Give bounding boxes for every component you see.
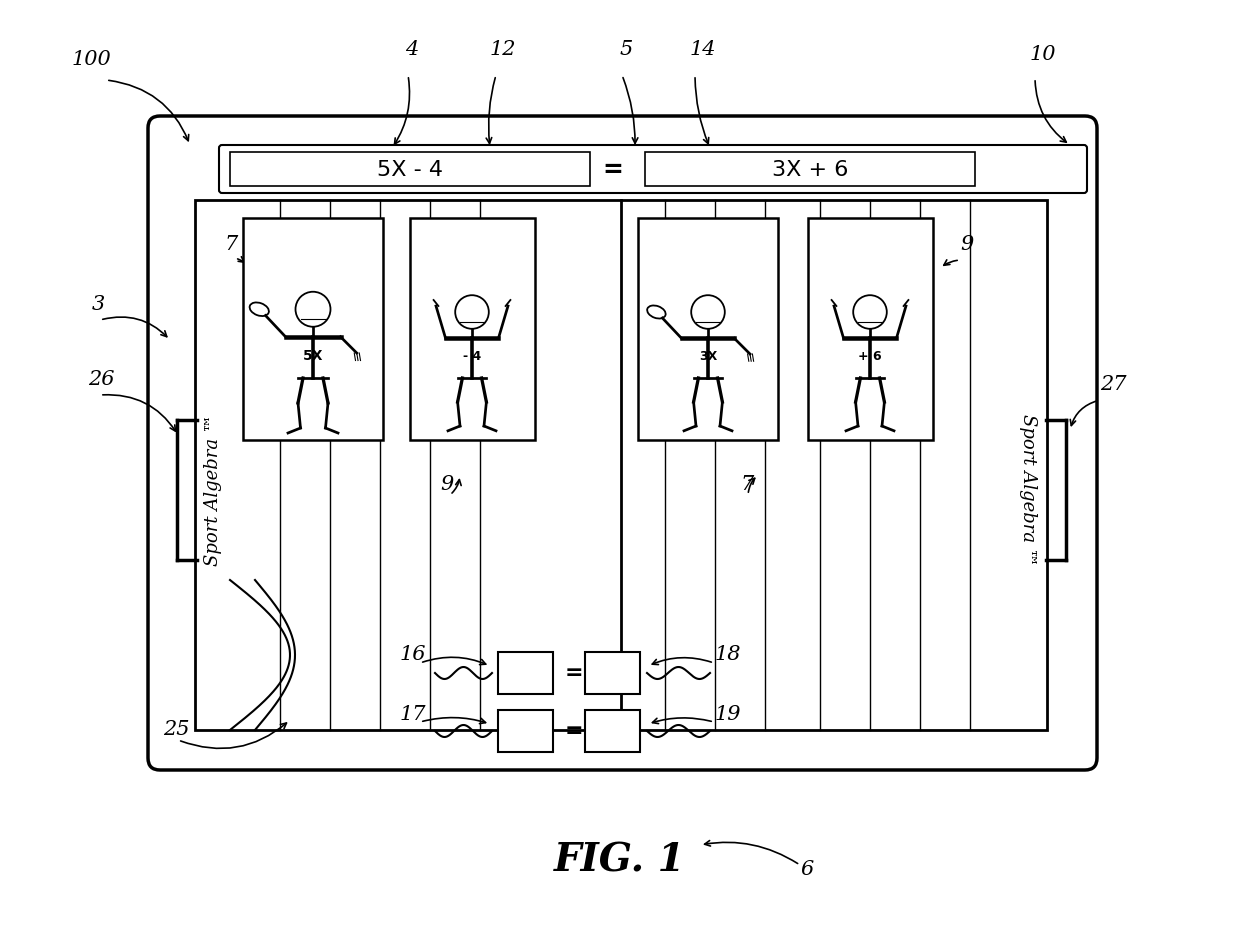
Bar [410, 218, 534, 440]
Text: 25: 25 [162, 720, 190, 739]
Text: 10: 10 [1030, 45, 1056, 64]
FancyBboxPatch shape [219, 145, 1087, 193]
Text: =: = [564, 663, 583, 683]
Text: 27: 27 [1100, 375, 1126, 394]
Text: 18: 18 [715, 645, 742, 664]
Text: 16: 16 [401, 645, 427, 664]
Text: 26: 26 [88, 370, 114, 389]
Text: 5: 5 [620, 40, 634, 59]
Text: + 6: + 6 [858, 350, 882, 363]
Text: FIG. 1: FIG. 1 [554, 841, 686, 879]
Text: 5X: 5X [303, 349, 324, 362]
Text: 4: 4 [405, 40, 418, 59]
Text: 9: 9 [440, 475, 454, 494]
Text: 14: 14 [689, 40, 717, 59]
Text: 12: 12 [490, 40, 517, 59]
Bar [645, 152, 975, 186]
Text: 3X + 6: 3X + 6 [771, 160, 848, 180]
Text: Sport Algebra ™: Sport Algebra ™ [1019, 414, 1037, 566]
Text: 17: 17 [401, 705, 427, 724]
Bar [639, 218, 777, 440]
Text: Sport Algebra ™: Sport Algebra ™ [205, 414, 222, 566]
Text: 9: 9 [960, 235, 973, 254]
Text: 7: 7 [224, 235, 237, 254]
Text: 19: 19 [715, 705, 742, 724]
Text: 7: 7 [740, 475, 753, 494]
Bar [229, 152, 590, 186]
Bar [585, 710, 640, 752]
Text: 6: 6 [800, 860, 813, 879]
Text: =: = [603, 158, 624, 182]
Bar [808, 218, 932, 440]
Bar [195, 200, 1047, 730]
Bar [498, 652, 553, 694]
Text: =: = [564, 721, 583, 741]
Text: 3X: 3X [699, 350, 717, 363]
FancyBboxPatch shape [148, 116, 1097, 770]
Bar [243, 218, 383, 440]
Text: 100: 100 [72, 50, 112, 69]
Text: 5X - 4: 5X - 4 [377, 160, 443, 180]
Bar [585, 652, 640, 694]
Text: 3: 3 [92, 295, 105, 314]
Bar [498, 710, 553, 752]
Text: - 4: - 4 [463, 350, 481, 363]
